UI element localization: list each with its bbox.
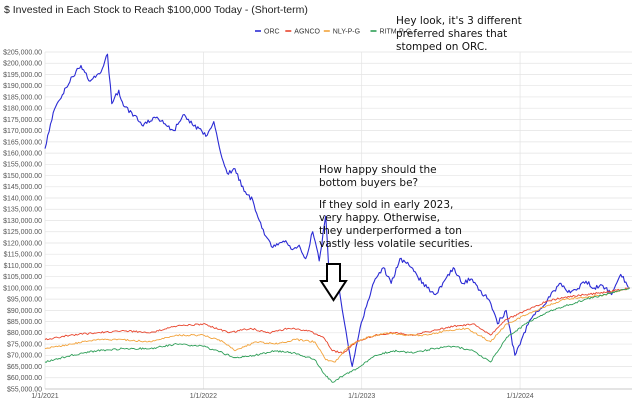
y-tick-label: $90,000.00	[7, 308, 42, 315]
y-tick-label: $200,000.00	[3, 61, 42, 68]
y-tick-label: $120,000.00	[3, 240, 42, 247]
y-tick-label: $65,000.00	[7, 364, 42, 371]
y-tick-label: $110,000.00	[4, 263, 43, 270]
y-tick-label: $185,000.00	[3, 94, 42, 101]
legend-item-nly-p-g: NLY-P-G	[323, 29, 360, 36]
legend-item-orc: ORC	[255, 29, 280, 36]
annotation-line: they underperformed a ton	[319, 225, 462, 237]
y-tick-label: $145,000.00	[3, 184, 42, 191]
x-tick-label: 1/1/2023	[348, 393, 375, 400]
y-tick-label: $180,000.00	[3, 106, 42, 113]
legend-label: NLY-P-G	[333, 29, 360, 36]
series-line-agnco	[44, 287, 630, 354]
annotation-line: Hey look, it's 3 different	[396, 15, 522, 27]
y-tick-label: $75,000.00	[7, 341, 42, 348]
series-line-nly-p-g	[44, 287, 630, 363]
y-tick-label: $100,000.00	[3, 285, 42, 292]
y-tick-label: $165,000.00	[3, 139, 42, 146]
x-tick-label: 1/1/2024	[506, 393, 533, 400]
annotation-line: very happy. Otherwise,	[319, 212, 440, 224]
annotation-line: How happy should the	[319, 164, 437, 176]
annotation-line: preferred shares that	[396, 28, 507, 40]
y-tick-label: $70,000.00	[7, 353, 42, 360]
legend-label: AGNCO	[294, 29, 320, 36]
x-tick-label: 1/1/2022	[190, 393, 217, 400]
legend-label: RITM-P-C	[380, 29, 412, 36]
legend: ORC AGNCO NLY-P-G RITM-P-C	[255, 29, 411, 36]
y-tick-label: $140,000.00	[3, 195, 42, 202]
y-tick-label: $160,000.00	[3, 151, 42, 158]
series-line-ritm-p-c	[44, 287, 631, 383]
annotations: Hey look, it's 3 different preferred sha…	[319, 15, 522, 250]
legend-label: ORC	[264, 29, 280, 36]
y-tick-label: $195,000.00	[3, 72, 42, 79]
y-tick-label: $170,000.00	[3, 128, 42, 135]
y-tick-label: $85,000.00	[7, 319, 42, 326]
y-tick-label: $80,000.00	[7, 330, 42, 337]
chart-title: $ Invested in Each Stock to Reach $100,0…	[4, 4, 308, 16]
y-tick-label: $205,000.00	[3, 49, 42, 56]
y-axis-tick-labels: $55,000.00 $60,000.00 $65,000.00 $70,000.00…	[3, 49, 42, 393]
y-tick-label: $175,000.00	[3, 117, 42, 124]
y-tick-label: $190,000.00	[3, 83, 42, 90]
legend-item-agnco: AGNCO	[285, 29, 321, 36]
x-tick-label: 1/1/2021	[31, 393, 58, 400]
y-tick-label: $155,000.00	[3, 162, 42, 169]
x-axis-tick-labels: 1/1/2021 1/1/2022 1/1/2023 1/1/2024	[31, 393, 533, 400]
y-tick-label: $125,000.00	[3, 229, 42, 236]
annotation-line: bottom buyers be?	[319, 177, 418, 189]
legend-item-ritm-p-c: RITM-P-C	[370, 29, 412, 36]
y-tick-label: $115,000.00	[4, 252, 43, 259]
down-arrow-icon	[319, 263, 348, 302]
y-tick-label: $60,000.00	[7, 375, 42, 382]
y-tick-label: $55,000.00	[7, 386, 42, 393]
annotation-line: vastly less volatile securities.	[319, 238, 473, 250]
y-tick-label: $135,000.00	[3, 207, 42, 214]
annotation-line: If they sold in early 2023,	[319, 199, 453, 211]
y-tick-label: $150,000.00	[3, 173, 42, 180]
y-tick-label: $105,000.00	[3, 274, 42, 281]
y-tick-label: $130,000.00	[3, 218, 42, 225]
y-tick-label: $95,000.00	[7, 297, 42, 304]
annotation-line: stomped on ORC.	[396, 41, 488, 53]
